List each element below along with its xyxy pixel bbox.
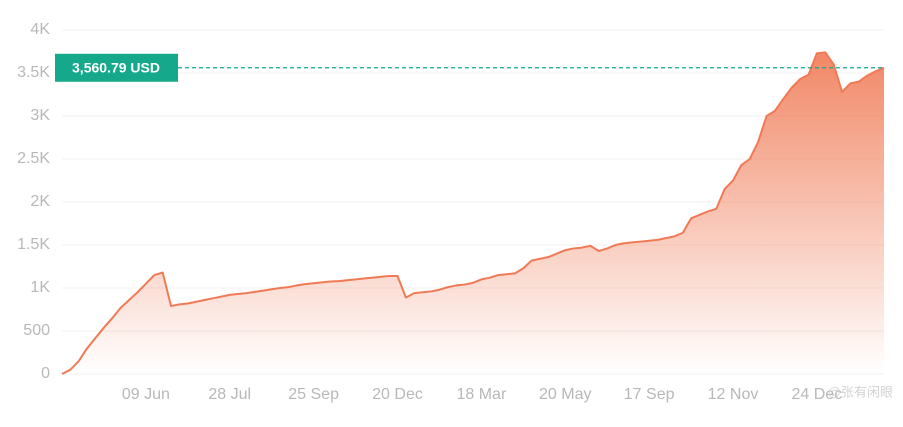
x-tick-label: 20 May (539, 386, 591, 403)
y-tick-label: 2K (30, 193, 50, 210)
y-tick-label: 1K (30, 279, 50, 296)
y-tick-label: 4K (30, 21, 50, 38)
x-tick-label: 24 Dec (792, 386, 843, 403)
watermark: @张有闲眼 (828, 384, 893, 399)
y-tick-label: 1.5K (17, 236, 50, 253)
y-tick-label: 0 (41, 365, 50, 382)
y-tick-label: 3K (30, 107, 50, 124)
x-tick-label: 18 Mar (456, 386, 506, 403)
area-fill (62, 52, 884, 375)
y-tick-label: 500 (23, 322, 50, 339)
current-value-badge (55, 53, 178, 82)
x-tick-label: 17 Sep (624, 386, 675, 403)
x-tick-label: 28 Jul (208, 386, 251, 403)
x-tick-label: 25 Sep (288, 386, 339, 403)
current-value-label: 3,560.79 USD (72, 59, 160, 75)
x-tick-label: 12 Nov (708, 386, 759, 403)
x-tick-label: 09 Jun (122, 386, 170, 403)
y-tick-label: 3.5K (17, 64, 50, 81)
x-tick-label: 20 Dec (372, 386, 423, 403)
line (61, 51, 885, 375)
y-tick-label: 2.5K (17, 150, 50, 167)
